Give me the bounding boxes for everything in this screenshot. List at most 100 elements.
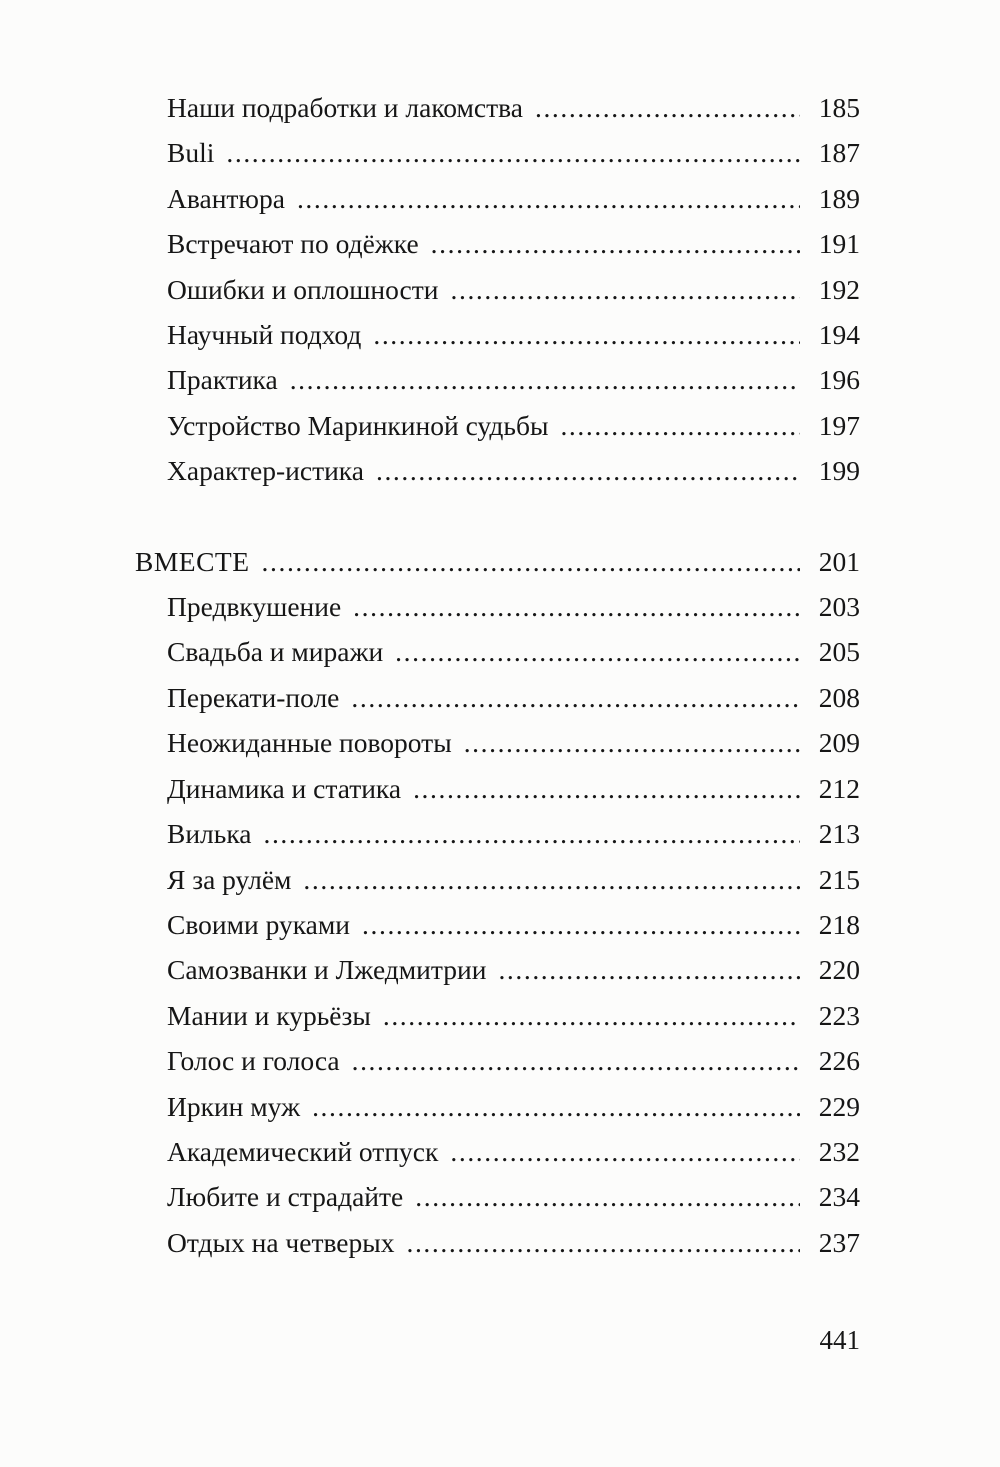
toc-entry-page: 187 (818, 137, 860, 169)
toc-entry-title: Динамика и статика (167, 772, 402, 804)
toc-entry-page: 237 (818, 1226, 860, 1258)
toc-entry: Научный подход 194 (167, 312, 860, 357)
toc-entry: Любите и страдайте 234 (167, 1174, 860, 1219)
toc-entry: Своими руками 218 (167, 902, 860, 947)
dot-leader (395, 629, 800, 674)
dot-leader (431, 221, 800, 266)
toc-entry-title: Характер-истика (167, 455, 364, 487)
toc-entry-title: Самозванки и Лжедмитрии (167, 954, 487, 986)
dot-leader (535, 85, 800, 130)
toc-entry-page: 215 (818, 863, 860, 895)
toc-entry: Отдых на четверых 237 (167, 1220, 860, 1265)
toc-section: ВМЕСТЕ 201 Предвкушение 203 Свадьба и миражи… (135, 539, 860, 1266)
dot-leader (362, 902, 800, 947)
dot-leader (415, 1174, 800, 1219)
toc-entry-title: Перекати-поле (167, 681, 340, 713)
toc-entry: Мании и курьёзы 223 (167, 993, 860, 1038)
toc-entry-title: Наши подработки и лакомства (167, 92, 523, 123)
toc-entry: Устройство Маринкиной судьбы 197 (167, 403, 860, 448)
toc-entry: Динамика и статика 212 (167, 766, 860, 811)
dot-leader (303, 857, 800, 902)
toc-entry-title: Свадьба и миражи (167, 636, 384, 668)
toc-entry-page: 208 (818, 681, 860, 713)
dot-leader (351, 675, 800, 720)
dot-leader (297, 176, 800, 221)
toc-entry: Характер-истика 199 (167, 448, 860, 493)
toc-entry: Иркин муж 229 (167, 1084, 860, 1129)
dot-leader (352, 1038, 800, 1083)
toc-entry: Практика 196 (167, 357, 860, 402)
toc-entry-title: Я за рулём (167, 863, 292, 895)
toc-entry-page: 205 (818, 636, 860, 668)
toc-entry-page: 194 (818, 319, 860, 351)
toc-entry: Перекати-поле 208 (167, 675, 860, 720)
toc-entry: Наши подработки и лакомства 185 (167, 85, 860, 130)
toc-entry-title: Академический отпуск (167, 1135, 439, 1167)
toc-entry-page: 185 (818, 92, 860, 123)
toc-entry: Авантюра 189 (167, 176, 860, 221)
toc-entry: Ошибки и оплошности 192 (167, 267, 860, 312)
toc-section: Наши подработки и лакомства 185 Buli 187 Ава… (135, 85, 860, 494)
dot-leader (262, 539, 800, 584)
toc-entry-page: 234 (818, 1181, 860, 1213)
toc-entry-page: 209 (818, 727, 860, 759)
toc-entry-title: Встречают по одёжке (167, 228, 419, 260)
toc-entry-title: Иркин муж (167, 1090, 301, 1122)
dot-leader (450, 1129, 800, 1174)
toc-entry: Вилька 213 (167, 811, 860, 856)
toc-entry-page: 197 (818, 409, 860, 441)
toc-entry-title: Вилька (167, 818, 252, 850)
dot-leader (353, 584, 800, 629)
toc-entry-title: Мании и курьёзы (167, 999, 371, 1031)
toc-entry: Академический отпуск 232 (167, 1129, 860, 1174)
dot-leader (413, 766, 800, 811)
dot-leader (560, 403, 800, 448)
dot-leader (373, 312, 800, 357)
toc-entry: Предвкушение 203 (167, 584, 860, 629)
dot-leader (464, 720, 800, 765)
table-of-contents: Наши подработки и лакомства 185 Buli 187 Ава… (135, 85, 860, 1265)
toc-entry-page: 223 (818, 999, 860, 1031)
toc-entry-page: 189 (818, 182, 860, 214)
toc-entry-page: 212 (818, 772, 860, 804)
dot-leader (451, 267, 801, 312)
dot-leader (226, 130, 800, 175)
dot-leader (290, 357, 800, 402)
toc-entry: Buli 187 (167, 130, 860, 175)
page-number: 441 (819, 1325, 861, 1355)
dot-leader (383, 993, 800, 1038)
toc-entry-page: 192 (818, 273, 860, 305)
toc-entry-title: Авантюра (167, 182, 285, 214)
toc-entry-title: Практика (167, 364, 278, 396)
toc-entry: Я за рулём 215 (167, 857, 860, 902)
toc-entry: Голос и голоса 226 (167, 1038, 860, 1083)
toc-entry-title: Buli (167, 137, 215, 169)
dot-leader (376, 448, 800, 493)
dot-leader (263, 811, 800, 856)
toc-entry-page: 218 (818, 908, 860, 940)
dot-leader (312, 1084, 800, 1129)
toc-entry-title: Научный подход (167, 319, 362, 351)
toc-entry-title: Устройство Маринкиной судьбы (167, 409, 549, 441)
toc-section-heading-title: ВМЕСТЕ (135, 545, 250, 577)
toc-entry-title: Отдых на четверых (167, 1226, 395, 1258)
toc-entry-page: 229 (818, 1090, 860, 1122)
toc-entry-title: Неожиданные повороты (167, 727, 452, 759)
toc-entry: Неожиданные повороты 209 (167, 720, 860, 765)
toc-entry-title: Предвкушение (167, 591, 342, 623)
toc-entry: Самозванки и Лжедмитрии 220 (167, 947, 860, 992)
toc-entry-page: 191 (818, 228, 860, 260)
toc-entry: Встречают по одёжке 191 (167, 221, 860, 266)
toc-entry-page: 199 (818, 455, 860, 487)
toc-entry-page: 226 (818, 1045, 860, 1077)
toc-section-heading-page: 201 (818, 545, 860, 577)
toc-entry-title: Ошибки и оплошности (167, 273, 439, 305)
toc-entry: Свадьба и миражи 205 (167, 629, 860, 674)
toc-entry-page: 232 (818, 1135, 860, 1167)
dot-leader (498, 947, 800, 992)
toc-entry-title: Любите и страдайте (167, 1181, 404, 1213)
toc-entry-title: Голос и голоса (167, 1045, 340, 1077)
toc-entry-page: 213 (818, 818, 860, 850)
toc-entry-page: 220 (818, 954, 860, 986)
dot-leader (406, 1220, 800, 1265)
